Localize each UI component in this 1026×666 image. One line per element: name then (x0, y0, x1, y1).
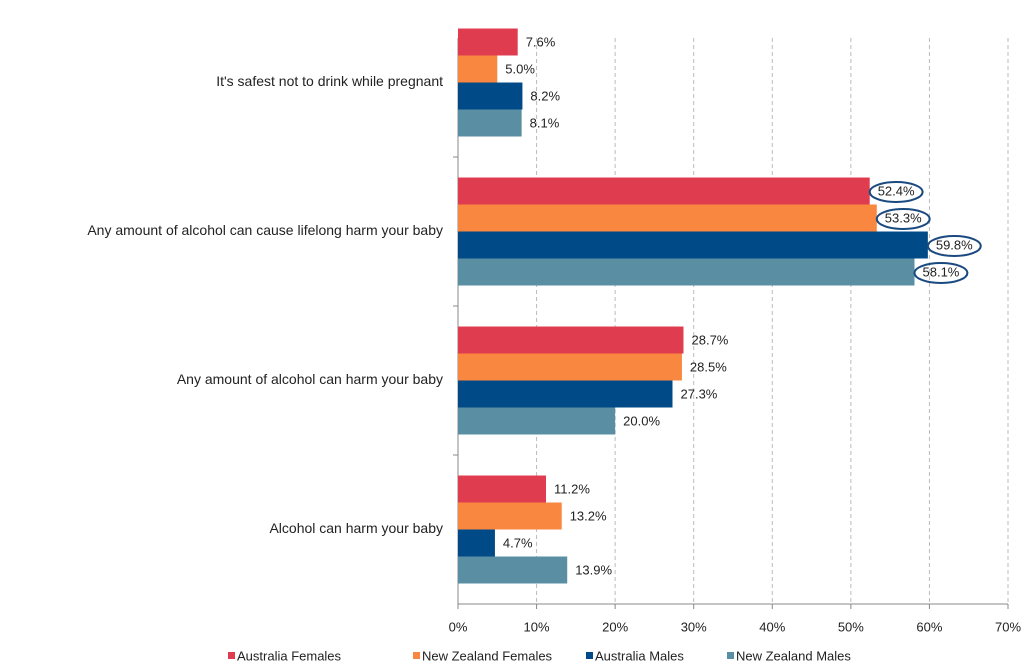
value-label: 59.8% (936, 237, 973, 252)
bar (458, 28, 518, 56)
category-label: It's safest not to drink while pregnant (216, 73, 443, 89)
value-label: 8.1% (530, 115, 560, 130)
x-tick-label: 70% (995, 619, 1021, 634)
legend-swatch (413, 652, 420, 659)
value-label: 7.6% (526, 34, 556, 49)
x-tick-label: 50% (838, 619, 864, 634)
bar (458, 109, 522, 137)
value-label: 8.2% (530, 88, 560, 103)
bar (458, 258, 915, 286)
x-tick-label: 60% (916, 619, 942, 634)
legend-label: Australia Females (237, 648, 342, 663)
category-label: Any amount of alcohol can cause lifelong… (87, 222, 443, 238)
highlight-ring (868, 181, 924, 203)
bar (458, 407, 616, 435)
bar (458, 380, 673, 408)
x-tick-label: 20% (602, 619, 628, 634)
legend-label: New Zealand Females (422, 648, 553, 663)
bar (458, 82, 523, 110)
legend-label: New Zealand Males (736, 648, 851, 663)
highlight-ring (913, 262, 969, 284)
legend-swatch (228, 652, 235, 659)
x-tick-label: 30% (681, 619, 707, 634)
bar (458, 529, 495, 557)
bar (458, 204, 877, 232)
value-label: 28.5% (690, 359, 727, 374)
legend-swatch (727, 652, 734, 659)
value-label: 28.7% (692, 332, 729, 347)
bar (458, 502, 562, 530)
value-label: 52.4% (878, 183, 915, 198)
category-label: Any amount of alcohol can harm your baby (177, 371, 443, 387)
value-label: 5.0% (505, 61, 535, 76)
category-label: Alcohol can harm your baby (269, 520, 443, 536)
highlight-ring (926, 235, 982, 257)
bar (458, 177, 870, 205)
x-tick-label: 10% (524, 619, 550, 634)
bar (458, 353, 682, 381)
legend-label: Australia Males (595, 648, 684, 663)
highlight-ring (875, 208, 931, 230)
x-tick-label: 0% (449, 619, 468, 634)
value-label: 4.7% (503, 535, 533, 550)
x-tick-label: 40% (759, 619, 785, 634)
value-label: 58.1% (923, 264, 960, 279)
bar (458, 556, 568, 584)
value-label: 27.3% (681, 386, 718, 401)
bar (458, 231, 928, 259)
value-label: 53.3% (885, 210, 922, 225)
value-label: 13.2% (570, 508, 607, 523)
value-label: 11.2% (554, 481, 590, 496)
legend-swatch (586, 652, 593, 659)
bar (458, 326, 684, 354)
bar (458, 475, 546, 503)
value-label: 20.0% (623, 413, 660, 428)
value-label: 13.9% (575, 562, 612, 577)
bar (458, 55, 498, 83)
